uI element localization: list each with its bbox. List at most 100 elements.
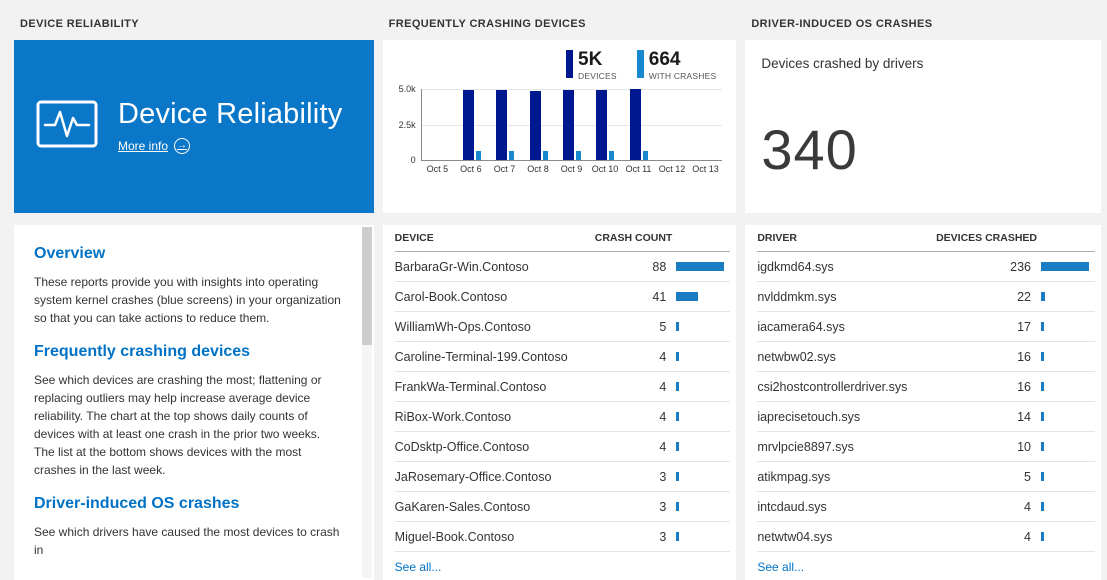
row-value: 16: [1017, 379, 1031, 394]
row-value: 17: [1017, 319, 1031, 334]
more-info-link[interactable]: More info →: [118, 138, 191, 154]
x-tick-label: Oct 10: [591, 164, 619, 174]
row-name: Carol-Book.Contoso: [394, 289, 508, 304]
column-driver-induced-os-crashes: DRIVER-INDUCED OS CRASHES Devices crashe…: [745, 18, 1101, 580]
x-tick-label: Oct 12: [658, 164, 686, 174]
bar-devices: [596, 90, 608, 160]
row-name: netwtw04.sys: [757, 529, 833, 544]
driver-row[interactable]: igdkmd64.sys 236: [757, 252, 1095, 282]
column-header-driver-induced-os-crashes: DRIVER-INDUCED OS CRASHES: [751, 18, 933, 30]
row-value: 5: [659, 319, 667, 334]
chart-bar-group: [589, 89, 622, 160]
row-bar: [676, 382, 680, 391]
drivers-table-panel: DRIVER DEVICES CRASHED igdkmd64.sys 236 nv…: [745, 225, 1101, 580]
device-row[interactable]: Caroline-Terminal-199.Contoso 4: [394, 342, 731, 372]
chart-y-axis: 5.0k 2.5k 0: [391, 84, 421, 165]
bar-with-crashes: [542, 151, 548, 160]
row-bar-track: [674, 322, 730, 331]
reliability-monitor-icon: [36, 99, 98, 154]
row-name: atikmpag.sys: [757, 469, 831, 484]
row-bar: [1041, 352, 1044, 361]
row-name: Caroline-Terminal-199.Contoso: [394, 349, 568, 364]
scrollbar-thumb[interactable]: [361, 227, 372, 345]
driver-row[interactable]: iaprecisetouch.sys 14: [757, 402, 1095, 432]
row-name: igdkmd64.sys: [757, 259, 834, 274]
device-row[interactable]: CoDsktp-Office.Contoso 4: [394, 432, 731, 462]
devices-see-all-link[interactable]: See all...: [394, 560, 442, 574]
driver-row[interactable]: atikmpag.sys 5: [757, 462, 1095, 492]
row-bar-track: [674, 262, 730, 271]
row-bar: [1041, 382, 1044, 391]
device-row[interactable]: RiBox-Work.Contoso 4: [394, 402, 731, 432]
section-body: See which drivers have caused the most d…: [34, 525, 340, 557]
device-row[interactable]: WilliamWh-Ops.Contoso 5: [394, 312, 731, 342]
y-tick-label: 2.5k: [398, 119, 416, 130]
driver-row[interactable]: iacamera64.sys 17: [757, 312, 1095, 342]
section-heading: Overview: [34, 245, 106, 262]
row-bar-track: [1039, 502, 1095, 511]
crash-chart-panel: 5K DEVICES 664 WITH CRASHES 5.0k 2.5k 0 Oc…: [382, 40, 737, 213]
row-bar-track: [674, 442, 730, 451]
row-value: 22: [1017, 289, 1031, 304]
row-name: JaRosemary-Office.Contoso: [394, 469, 552, 484]
drivers-see-all-link[interactable]: See all...: [757, 560, 805, 574]
device-row[interactable]: Carol-Book.Contoso 41: [394, 282, 731, 312]
row-value: 10: [1017, 439, 1031, 454]
bar-devices: [462, 90, 474, 160]
legend-value-devices: 5K: [578, 49, 603, 70]
driver-row[interactable]: mrvlpcie8897.sys 10: [757, 432, 1095, 462]
row-bar: [1041, 262, 1089, 271]
row-name: csi2hostcontrollerdriver.sys: [757, 379, 908, 394]
device-row[interactable]: Miguel-Book.Contoso 3: [394, 522, 731, 552]
row-value: 4: [1024, 529, 1031, 544]
legend-item-devices: 5K DEVICES: [566, 50, 617, 81]
row-bar-track: [1039, 262, 1095, 271]
device-row[interactable]: JaRosemary-Office.Contoso 3: [394, 462, 731, 492]
chart-x-axis: Oct 5 Oct 6 Oct 7 Oct 8 Oct 9 Oct 10 Oct 11 Oct…: [421, 164, 723, 174]
device-row[interactable]: BarbaraGr-Win.Contoso 88: [394, 252, 731, 282]
device-reliability-tile[interactable]: Device Reliability More info →: [14, 40, 374, 213]
chart-legend: 5K DEVICES 664 WITH CRASHES: [391, 50, 723, 81]
row-name: mrvlpcie8897.sys: [757, 439, 854, 454]
device-row[interactable]: FrankWa-Terminal.Contoso 4: [394, 372, 731, 402]
row-bar-track: [1039, 412, 1095, 421]
device-row[interactable]: GaKaren-Sales.Contoso 3: [394, 492, 731, 522]
row-value: 4: [1024, 499, 1031, 514]
row-bar-track: [1039, 382, 1095, 391]
chart-bar-group: [422, 89, 455, 160]
devices-table-body: BarbaraGr-Win.Contoso 88 Carol-Book.Contos…: [394, 252, 731, 552]
driver-row[interactable]: intcdaud.sys 4: [757, 492, 1095, 522]
devices-name-header: DEVICE: [394, 232, 434, 244]
row-bar: [1041, 292, 1045, 301]
row-bar-track: [674, 292, 730, 301]
y-tick-label: 0: [410, 155, 416, 165]
row-value: 88: [652, 259, 667, 274]
row-value: 3: [659, 529, 667, 544]
row-value: 41: [652, 289, 667, 304]
driver-row[interactable]: netwtw04.sys 4: [757, 522, 1095, 552]
driver-row[interactable]: netwbw02.sys 16: [757, 342, 1095, 372]
legend-swatch-devices: [566, 50, 574, 78]
bar-devices: [629, 89, 641, 160]
driver-row[interactable]: nvlddmkm.sys 22: [757, 282, 1095, 312]
row-name: nvlddmkm.sys: [757, 289, 837, 304]
chart-bar-group: [622, 89, 655, 160]
driver-row[interactable]: csi2hostcontrollerdriver.sys 16: [757, 372, 1095, 402]
row-bar: [1041, 532, 1044, 541]
row-value: 4: [659, 409, 667, 424]
devices-table-panel: DEVICE CRASH COUNT BarbaraGr-Win.Contoso…: [382, 225, 737, 580]
arrow-right-icon: →: [174, 138, 191, 154]
drivers-summary-panel[interactable]: Devices crashed by drivers 340: [745, 40, 1101, 213]
row-value: 14: [1017, 409, 1031, 424]
row-bar: [1041, 472, 1044, 481]
row-bar-track: [1039, 442, 1095, 451]
row-bar-track: [674, 532, 730, 541]
bar-devices: [529, 91, 541, 160]
scrollbar[interactable]: [361, 227, 372, 578]
drivers-table-body: igdkmd64.sys 236 nvlddmkm.sys 22 iacamera64.…: [757, 252, 1095, 552]
chart-bar-group: [656, 89, 689, 160]
bar-devices: [496, 90, 508, 160]
row-name: Miguel-Book.Contoso: [394, 529, 515, 544]
row-bar: [1041, 502, 1044, 511]
